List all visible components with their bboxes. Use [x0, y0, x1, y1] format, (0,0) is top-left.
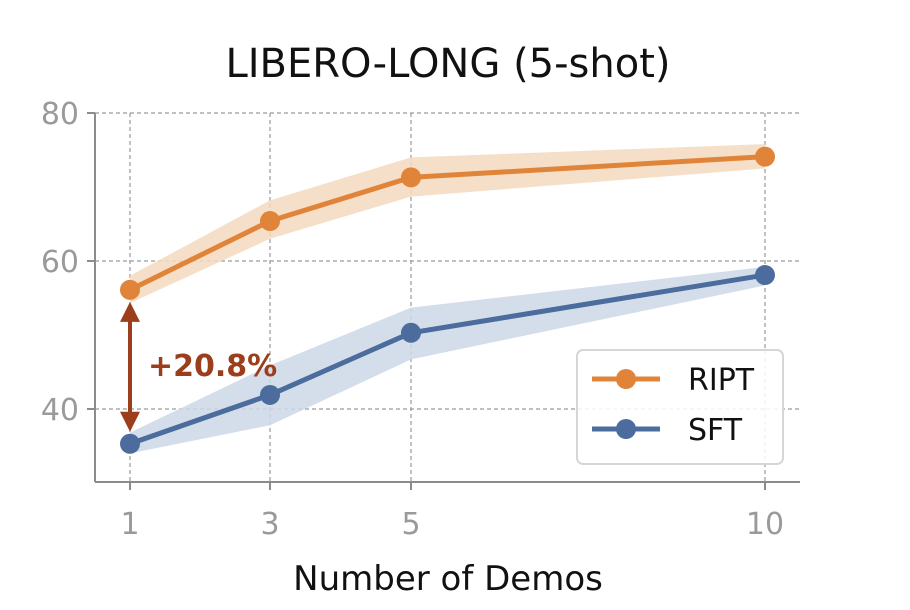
gap-annotation-label: +20.8% [148, 349, 277, 384]
series-lines [127, 154, 768, 447]
x-tick-label: 1 [120, 507, 139, 542]
legend-ript-marker [616, 369, 636, 389]
y-tick-label: 60 [41, 245, 79, 280]
x-tick-label: 3 [260, 507, 279, 542]
y-tick-label: 80 [41, 97, 79, 132]
legend-sft-label: SFT [688, 413, 743, 448]
gap-annotation: +20.8% [120, 301, 277, 432]
gap-arrow-head-up [120, 301, 140, 322]
y-tick-label: 40 [41, 393, 79, 428]
x-tick-label: 10 [746, 507, 784, 542]
sft-point [755, 265, 775, 286]
ript-point [120, 279, 140, 300]
ript-point [401, 167, 421, 188]
x-ticks: 1 3 5 10 [120, 482, 784, 542]
ript-point [260, 211, 280, 232]
ript-point [755, 146, 775, 167]
gap-arrow-head-down [120, 411, 140, 432]
sft-point [260, 384, 280, 405]
x-axis-label: Number of Demos [293, 559, 603, 599]
sft-line [127, 272, 768, 447]
sft-point [120, 433, 140, 454]
legend-ript-label: RIPT [688, 363, 755, 398]
sft-confidence-band [130, 266, 765, 454]
legend-sft-marker [616, 419, 636, 439]
series-markers [120, 146, 775, 454]
y-ticks: 40 60 80 [41, 97, 95, 428]
ript-line [127, 154, 768, 293]
axes [94, 113, 800, 483]
x-tick-label: 5 [401, 507, 420, 542]
legend: RIPT SFT [576, 349, 784, 465]
chart-title: LIBERO-LONG (5-shot) [225, 41, 670, 87]
sft-point [401, 322, 421, 343]
